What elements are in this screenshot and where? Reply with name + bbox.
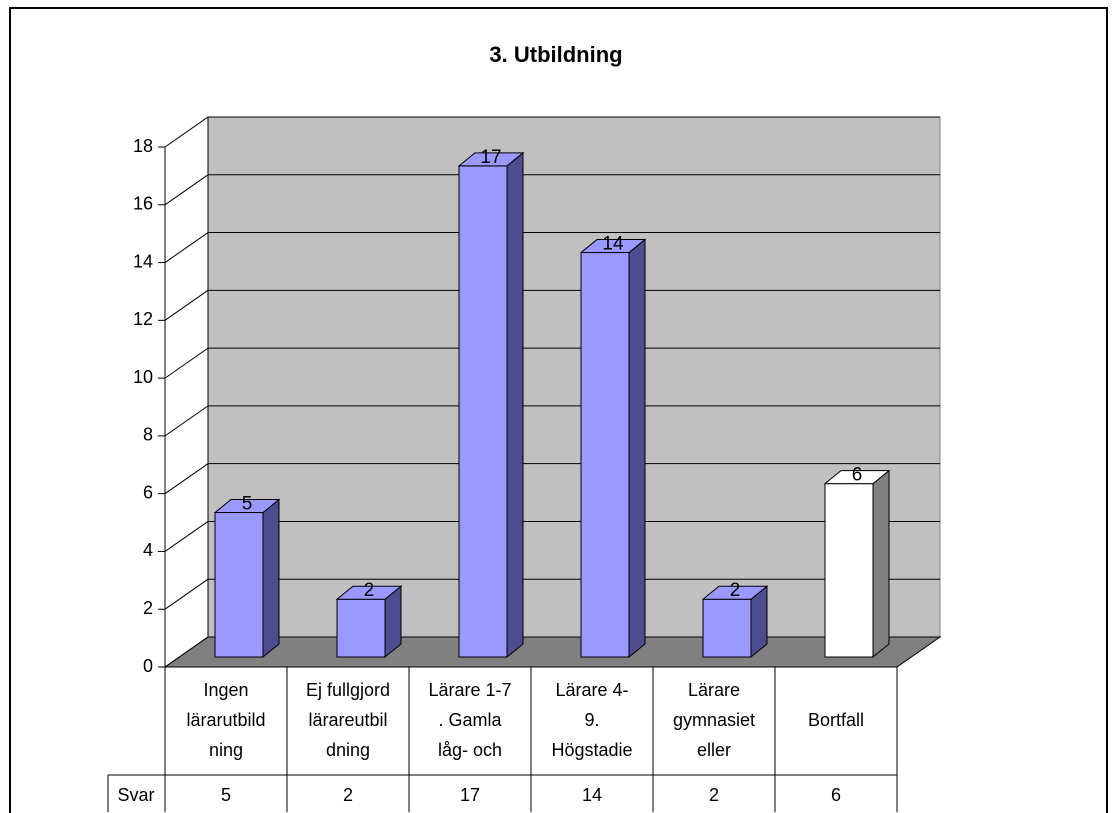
y-tick-label: 6 [143, 482, 153, 502]
table-row-label: Svar [117, 785, 154, 805]
bar-top [457, 152, 525, 167]
data-label: 2 [364, 580, 375, 601]
bar [823, 469, 891, 659]
bar-front [214, 512, 264, 658]
y-tick-label: 16 [133, 194, 153, 214]
grid-line-side [164, 116, 209, 148]
bar [457, 151, 525, 659]
x-tick-label: Bortfall [808, 710, 864, 730]
x-tick-label: låg- och [438, 740, 502, 760]
floor [163, 636, 942, 668]
y-tick-label: 4 [143, 540, 153, 560]
table-value: 2 [343, 785, 353, 805]
x-tick-label: Högstadie [551, 740, 632, 760]
bar-top [701, 585, 769, 600]
y-tick-label: 14 [133, 251, 153, 271]
x-tick-label: Ej fullgjord [306, 680, 390, 700]
y-tick-label: 12 [133, 309, 153, 329]
bar [213, 498, 281, 659]
bar-front [336, 598, 386, 658]
x-tick-label: Lärare 1-7 [428, 680, 511, 700]
x-tick-label: Lärare 4- [555, 680, 628, 700]
data-label: 2 [730, 580, 741, 601]
x-tick-label: Lärare [688, 680, 740, 700]
y-tick-label: 2 [143, 598, 153, 618]
grid-line-side [164, 521, 209, 552]
grid-line-side [164, 463, 209, 495]
grid-line-side [164, 174, 209, 206]
table-value: 2 [709, 785, 719, 805]
data-label: 5 [242, 494, 253, 515]
table-value: 14 [582, 785, 602, 805]
bar-side [506, 151, 524, 659]
bar-top [213, 499, 281, 514]
bar [335, 585, 403, 659]
bar-side [872, 469, 890, 659]
x-tick-label: ning [209, 740, 243, 760]
grid-line-side [164, 636, 209, 668]
x-tick-label: lärarutbild [186, 710, 265, 730]
table-value: 17 [460, 785, 480, 805]
bar [701, 585, 769, 659]
bar-top [335, 585, 403, 600]
grid-line-side [164, 289, 209, 321]
data-label: 17 [480, 147, 501, 168]
grid-line-side [164, 232, 209, 263]
bar-front [458, 165, 508, 658]
grid-line-side [164, 578, 209, 610]
bar-front [824, 483, 874, 658]
bar-top [823, 470, 891, 485]
table-value: 5 [221, 785, 231, 805]
data-label: 6 [852, 465, 863, 486]
y-tick-label: 18 [133, 136, 153, 156]
x-tick-label: Ingen [203, 680, 248, 700]
x-tick-label: lärareutbil [308, 710, 387, 730]
x-tick-label: 9. [584, 710, 599, 730]
bar-side [628, 238, 646, 659]
data-label: 14 [602, 234, 624, 255]
bar-top [579, 239, 647, 254]
chart-title: 3. Utbildning [489, 42, 622, 67]
y-tick-label: 8 [143, 425, 153, 445]
y-tick-label: 0 [143, 656, 153, 676]
x-tick-label: dning [326, 740, 370, 760]
x-tick-label: gymnasiet [673, 710, 755, 730]
bar-front [580, 252, 630, 658]
x-tick-label: eller [697, 740, 731, 760]
grid-line-side [164, 405, 209, 437]
y-tick-label: 10 [133, 367, 153, 387]
bar-front [702, 598, 752, 658]
bar [579, 238, 647, 659]
grid-line-side [164, 347, 209, 379]
bar-side [262, 498, 280, 659]
table-value: 6 [831, 785, 841, 805]
x-tick-label: . Gamla [438, 710, 502, 730]
